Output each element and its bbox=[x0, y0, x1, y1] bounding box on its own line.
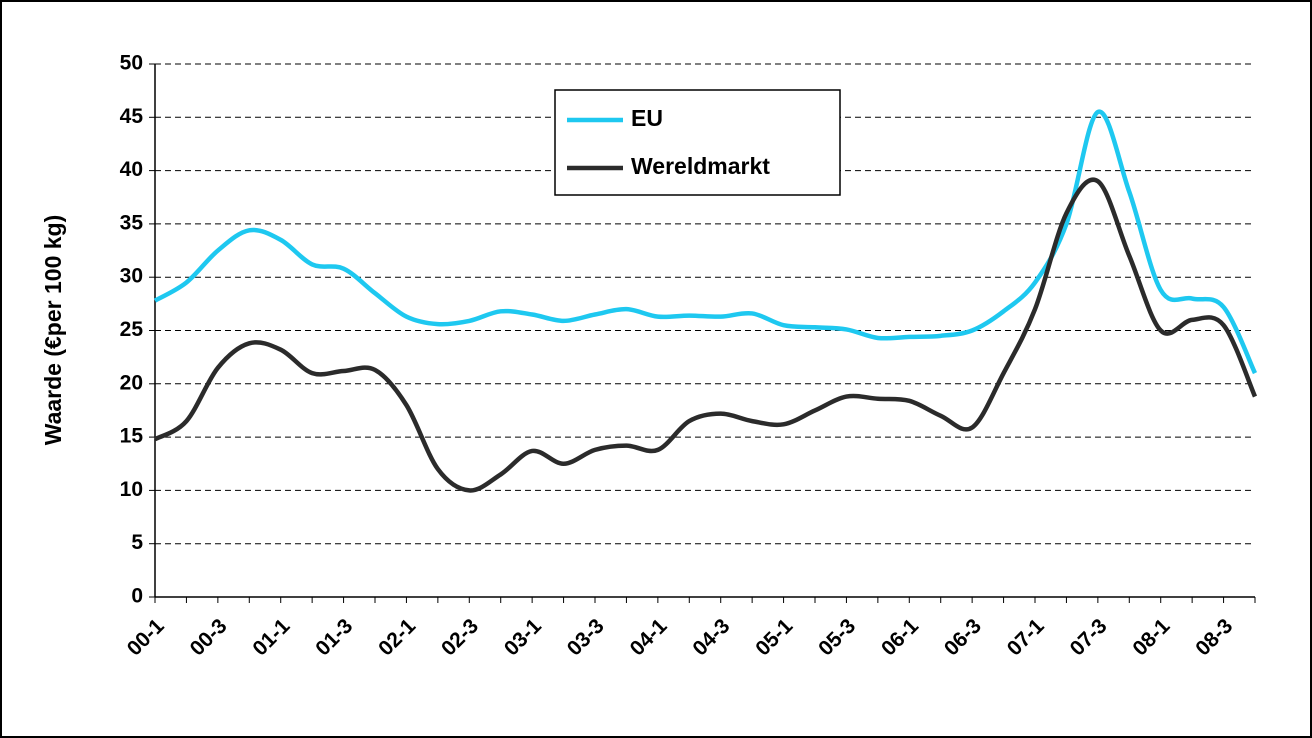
y-tick-label: 35 bbox=[120, 211, 144, 234]
y-tick-label: 25 bbox=[120, 318, 144, 341]
y-tick-label: 30 bbox=[120, 265, 143, 288]
legend-box bbox=[554, 89, 841, 196]
legend-label: EU bbox=[631, 105, 663, 131]
y-tick-label: 40 bbox=[120, 158, 143, 181]
y-tick-label: 15 bbox=[120, 425, 144, 448]
y-tick-label: 5 bbox=[131, 531, 143, 554]
y-tick-label: 50 bbox=[120, 52, 143, 75]
legend-label: Wereldmarkt bbox=[631, 153, 770, 179]
y-tick-label: 10 bbox=[120, 478, 143, 501]
series-line bbox=[153, 109, 1258, 375]
y-tick-label: 45 bbox=[120, 105, 144, 128]
y-tick-label: 20 bbox=[120, 371, 143, 394]
series-line bbox=[153, 177, 1258, 493]
y-tick-label: 0 bbox=[131, 585, 143, 608]
y-axis-label: Waarde (€per 100 kg) bbox=[40, 215, 66, 446]
